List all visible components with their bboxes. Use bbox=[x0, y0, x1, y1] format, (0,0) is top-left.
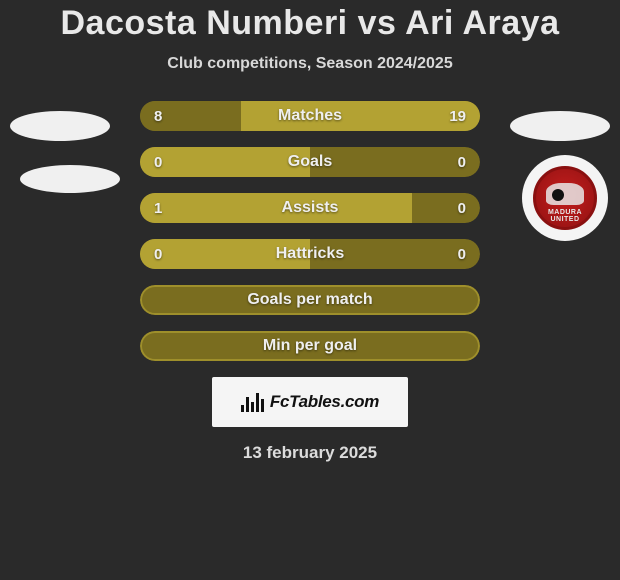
stats-area: MADURA UNITED Matches819Goals00Assists10… bbox=[0, 101, 620, 463]
brand-badge: FcTables.com bbox=[212, 377, 408, 427]
stat-row: Assists1 0 bbox=[140, 193, 480, 223]
comparison-container: Dacosta Numberi vs Ari Araya Club compet… bbox=[0, 0, 620, 463]
stat-value-right: 0 bbox=[458, 193, 466, 223]
stat-value-left: 8 bbox=[154, 101, 162, 131]
stat-label: Min per goal bbox=[140, 331, 480, 361]
footer-date: 13 february 2025 bbox=[0, 443, 620, 463]
stat-label: Assists bbox=[140, 193, 480, 223]
crest-shield-icon: MADURA UNITED bbox=[533, 166, 597, 230]
stat-row: Goals per match bbox=[140, 285, 480, 315]
stat-value-left: 0 bbox=[154, 239, 162, 269]
stat-value-left: 0 bbox=[154, 147, 162, 177]
stat-label: Hattricks bbox=[140, 239, 480, 269]
crest-text: MADURA UNITED bbox=[536, 209, 594, 223]
player-right-badge-1 bbox=[510, 111, 610, 141]
player-right-crest: MADURA UNITED bbox=[522, 155, 608, 241]
comparison-bars: Matches819Goals00Assists10Hattricks00Goa… bbox=[140, 101, 480, 361]
stat-label: Goals per match bbox=[140, 285, 480, 315]
stat-value-right: 0 bbox=[458, 147, 466, 177]
stat-value-left: 1 bbox=[154, 193, 162, 223]
player-left-badge-2 bbox=[20, 165, 120, 193]
stat-value-right: 19 bbox=[449, 101, 466, 131]
brand-text: FcTables.com bbox=[270, 392, 379, 412]
page-title: Dacosta Numberi vs Ari Araya bbox=[0, 4, 620, 43]
stat-label: Goals bbox=[140, 147, 480, 177]
stat-value-right: 0 bbox=[458, 239, 466, 269]
player-left-badge-1 bbox=[10, 111, 110, 141]
bar-chart-icon bbox=[241, 392, 264, 412]
stat-row: Matches8 19 bbox=[140, 101, 480, 131]
stat-label: Matches bbox=[140, 101, 480, 131]
stat-row: Min per goal bbox=[140, 331, 480, 361]
stat-row: Hattricks0 0 bbox=[140, 239, 480, 269]
subtitle: Club competitions, Season 2024/2025 bbox=[0, 55, 620, 73]
stat-row: Goals0 0 bbox=[140, 147, 480, 177]
